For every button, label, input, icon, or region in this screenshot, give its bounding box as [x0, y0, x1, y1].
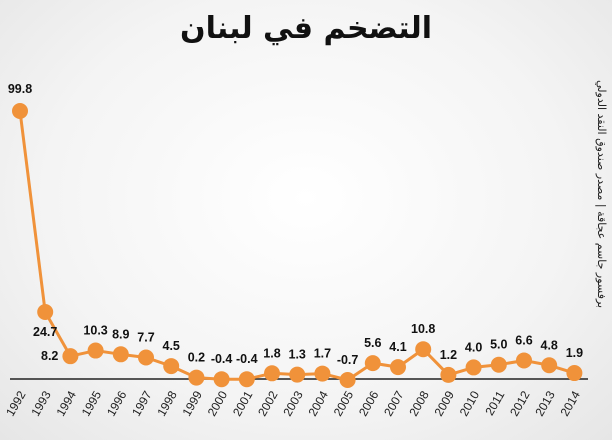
x-tick-1999: 1999: [180, 388, 206, 418]
point-marker-1995: [87, 342, 104, 359]
x-tick-1994: 1994: [54, 388, 80, 418]
point-marker-1993: [37, 304, 54, 321]
data-label-2007: 4.1: [389, 340, 406, 354]
source-note: برفسور جاسم عجاقة | مصدر صندوق النقد الد…: [595, 80, 608, 308]
x-tick-2008: 2008: [406, 388, 432, 418]
x-tick-2002: 2002: [255, 388, 281, 418]
x-tick-2013: 2013: [532, 388, 558, 418]
data-label-1996: 8.9: [112, 327, 129, 341]
x-tick-2010: 2010: [457, 388, 483, 418]
x-tick-2014: 2014: [558, 388, 584, 418]
data-label-2013: 4.8: [541, 338, 558, 352]
data-label-1997: 7.7: [137, 331, 154, 345]
point-marker-1998: [163, 358, 180, 375]
x-tick-2011: 2011: [482, 388, 507, 418]
x-tick-1997: 1997: [129, 388, 155, 418]
point-marker-1997: [138, 349, 154, 366]
point-marker-2014: [566, 365, 583, 382]
point-marker-2011: [490, 356, 507, 373]
x-tick-2001: 2001: [230, 388, 256, 418]
point-marker-1994: [62, 348, 79, 365]
data-label-2008: 10.8: [411, 322, 435, 336]
x-tick-2007: 2007: [381, 388, 407, 418]
point-marker-2010: [465, 359, 482, 376]
data-label-1992: 99.8: [8, 82, 32, 96]
data-label-2003: 1.3: [289, 348, 306, 362]
data-label-2001: -0.4: [236, 352, 258, 366]
x-tick-1998: 1998: [154, 388, 180, 418]
x-tick-2009: 2009: [432, 388, 458, 418]
data-label-1998: 4.5: [163, 339, 180, 353]
point-marker-2001: [238, 371, 255, 388]
x-tick-1996: 1996: [104, 388, 130, 418]
point-marker-1996: [112, 346, 129, 363]
point-marker-2000: [213, 371, 230, 388]
x-tick-2004: 2004: [306, 388, 332, 418]
data-label-2002: 1.8: [263, 346, 280, 360]
point-marker-2003: [289, 366, 306, 383]
data-label-2014: 1.9: [566, 346, 583, 360]
data-label-2011: 5.0: [490, 338, 507, 352]
data-label-1994: 8.2: [41, 349, 58, 363]
data-label-2012: 6.6: [515, 333, 532, 347]
x-tick-2006: 2006: [356, 388, 382, 418]
data-label-2010: 4.0: [465, 340, 482, 354]
point-marker-2008: [415, 341, 432, 358]
point-marker-2005: [339, 372, 356, 388]
point-marker-2013: [541, 357, 558, 374]
x-tick-2003: 2003: [280, 388, 306, 418]
point-marker-2006: [364, 355, 381, 372]
point-markers: [12, 103, 583, 388]
point-marker-2007: [390, 359, 406, 376]
data-label-2005: -0.7: [337, 353, 359, 367]
x-tick-labels: 1992 1993 1994 1995 1996 1997 1998 1999 2000 2001…: [3, 388, 583, 418]
point-marker-2009: [440, 366, 457, 383]
x-tick-1993: 1993: [28, 388, 54, 418]
point-marker-1992: [12, 103, 28, 119]
data-label-1995: 10.3: [83, 324, 107, 338]
point-marker-2012: [516, 352, 532, 369]
data-label-2009: 1.2: [440, 348, 457, 362]
x-tick-1995: 1995: [79, 388, 105, 418]
data-label-2004: 1.7: [314, 347, 331, 361]
x-tick-2005: 2005: [331, 388, 357, 418]
point-marker-2002: [264, 365, 280, 382]
data-label-2006: 5.6: [364, 336, 381, 350]
x-tick-2012: 2012: [507, 388, 533, 418]
x-tick-2000: 2000: [205, 388, 231, 418]
data-label-2000: -0.4: [211, 352, 233, 366]
point-marker-2004: [314, 365, 331, 382]
data-label-1993: 24.7: [33, 325, 57, 339]
point-marker-1999: [188, 369, 205, 386]
data-labels: 99.8 24.7 8.2 10.3 8.9 7.7 4.5 0.2 -0.4 -0.4 1.8 1.…: [8, 82, 583, 367]
data-label-1999: 0.2: [188, 351, 205, 365]
x-tick-1992: 1992: [3, 388, 29, 418]
chart-title: التضخم في لبنان: [180, 11, 432, 46]
